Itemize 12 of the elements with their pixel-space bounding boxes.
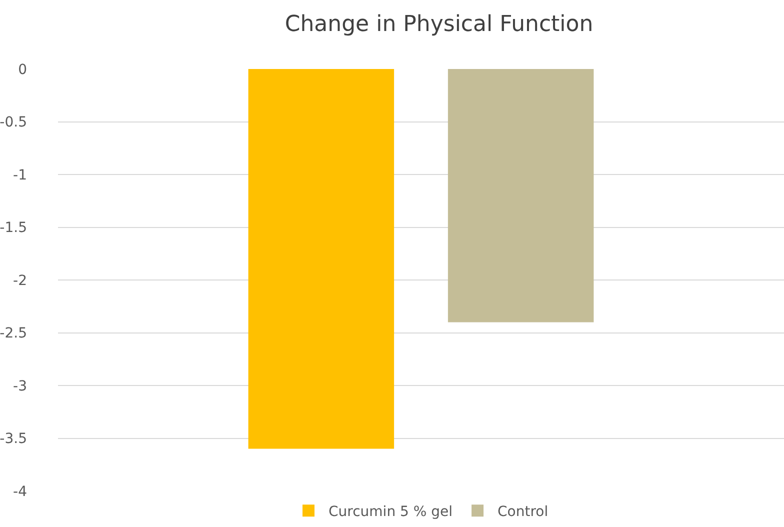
y-tick-label: -3 [13, 378, 27, 394]
y-tick-label: -2 [13, 272, 27, 289]
y-tick-label: -4 [13, 484, 28, 500]
legend-label: Curcumin 5 % gel [328, 504, 453, 520]
legend-label: Control [498, 504, 548, 520]
y-tick-label: -1.5 [0, 220, 27, 236]
y-tick-label: -0.5 [0, 114, 27, 131]
y-tick-label: -1 [13, 167, 27, 184]
y-tick-label: 0 [18, 62, 27, 78]
y-tick-label: -3.5 [0, 431, 27, 448]
y-tick-label: -2.5 [0, 326, 27, 342]
chart-title: Change in Physical Function [284, 12, 594, 38]
